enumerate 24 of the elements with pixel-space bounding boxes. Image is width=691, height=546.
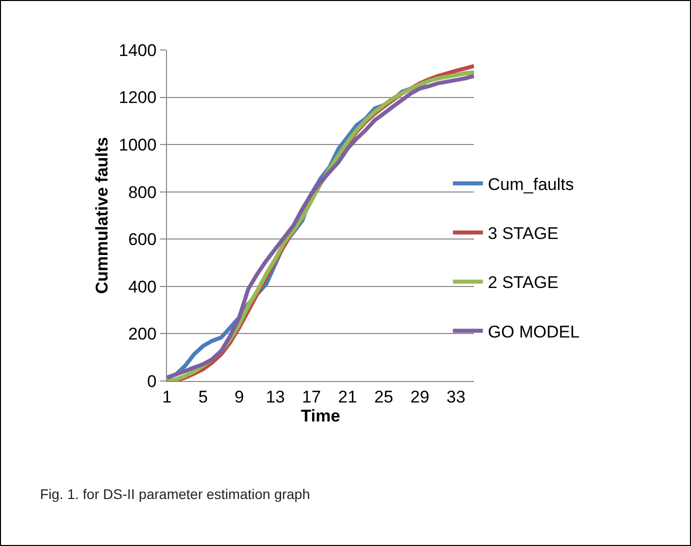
y-tick-label: 1200 [118, 88, 157, 108]
x-tick-label: 5 [198, 387, 208, 406]
y-tick-label: 0 [147, 372, 157, 391]
x-tick-label: 29 [410, 387, 430, 406]
legend-label: 2 STAGE [488, 273, 558, 292]
x-tick-label: 33 [446, 387, 466, 406]
caption: Fig. 1. for DS-II parameter estimation graph [40, 486, 310, 502]
x-axis-title: Time [300, 406, 340, 426]
x-tick-label: 1 [162, 387, 172, 406]
x-tick-label: 9 [234, 387, 244, 406]
x-tick-label: 13 [266, 387, 285, 406]
legend-label: 3 STAGE [488, 224, 558, 244]
y-axis-title: Cummulative faults [92, 137, 112, 294]
y-tick-label: 400 [128, 277, 157, 296]
y-tick-label: 1400 [118, 40, 157, 60]
x-tick-label: 17 [302, 387, 321, 406]
legend-label: Cum_faults [488, 175, 574, 194]
y-tick-label: 600 [128, 230, 157, 250]
x-tick-label: 21 [338, 387, 358, 406]
y-tick-label: 800 [128, 182, 157, 202]
y-tick-label: 200 [128, 324, 157, 344]
legend-label: GO MODEL [488, 322, 580, 342]
x-tick-label: 25 [374, 387, 394, 406]
y-tick-label: 1000 [118, 136, 157, 155]
